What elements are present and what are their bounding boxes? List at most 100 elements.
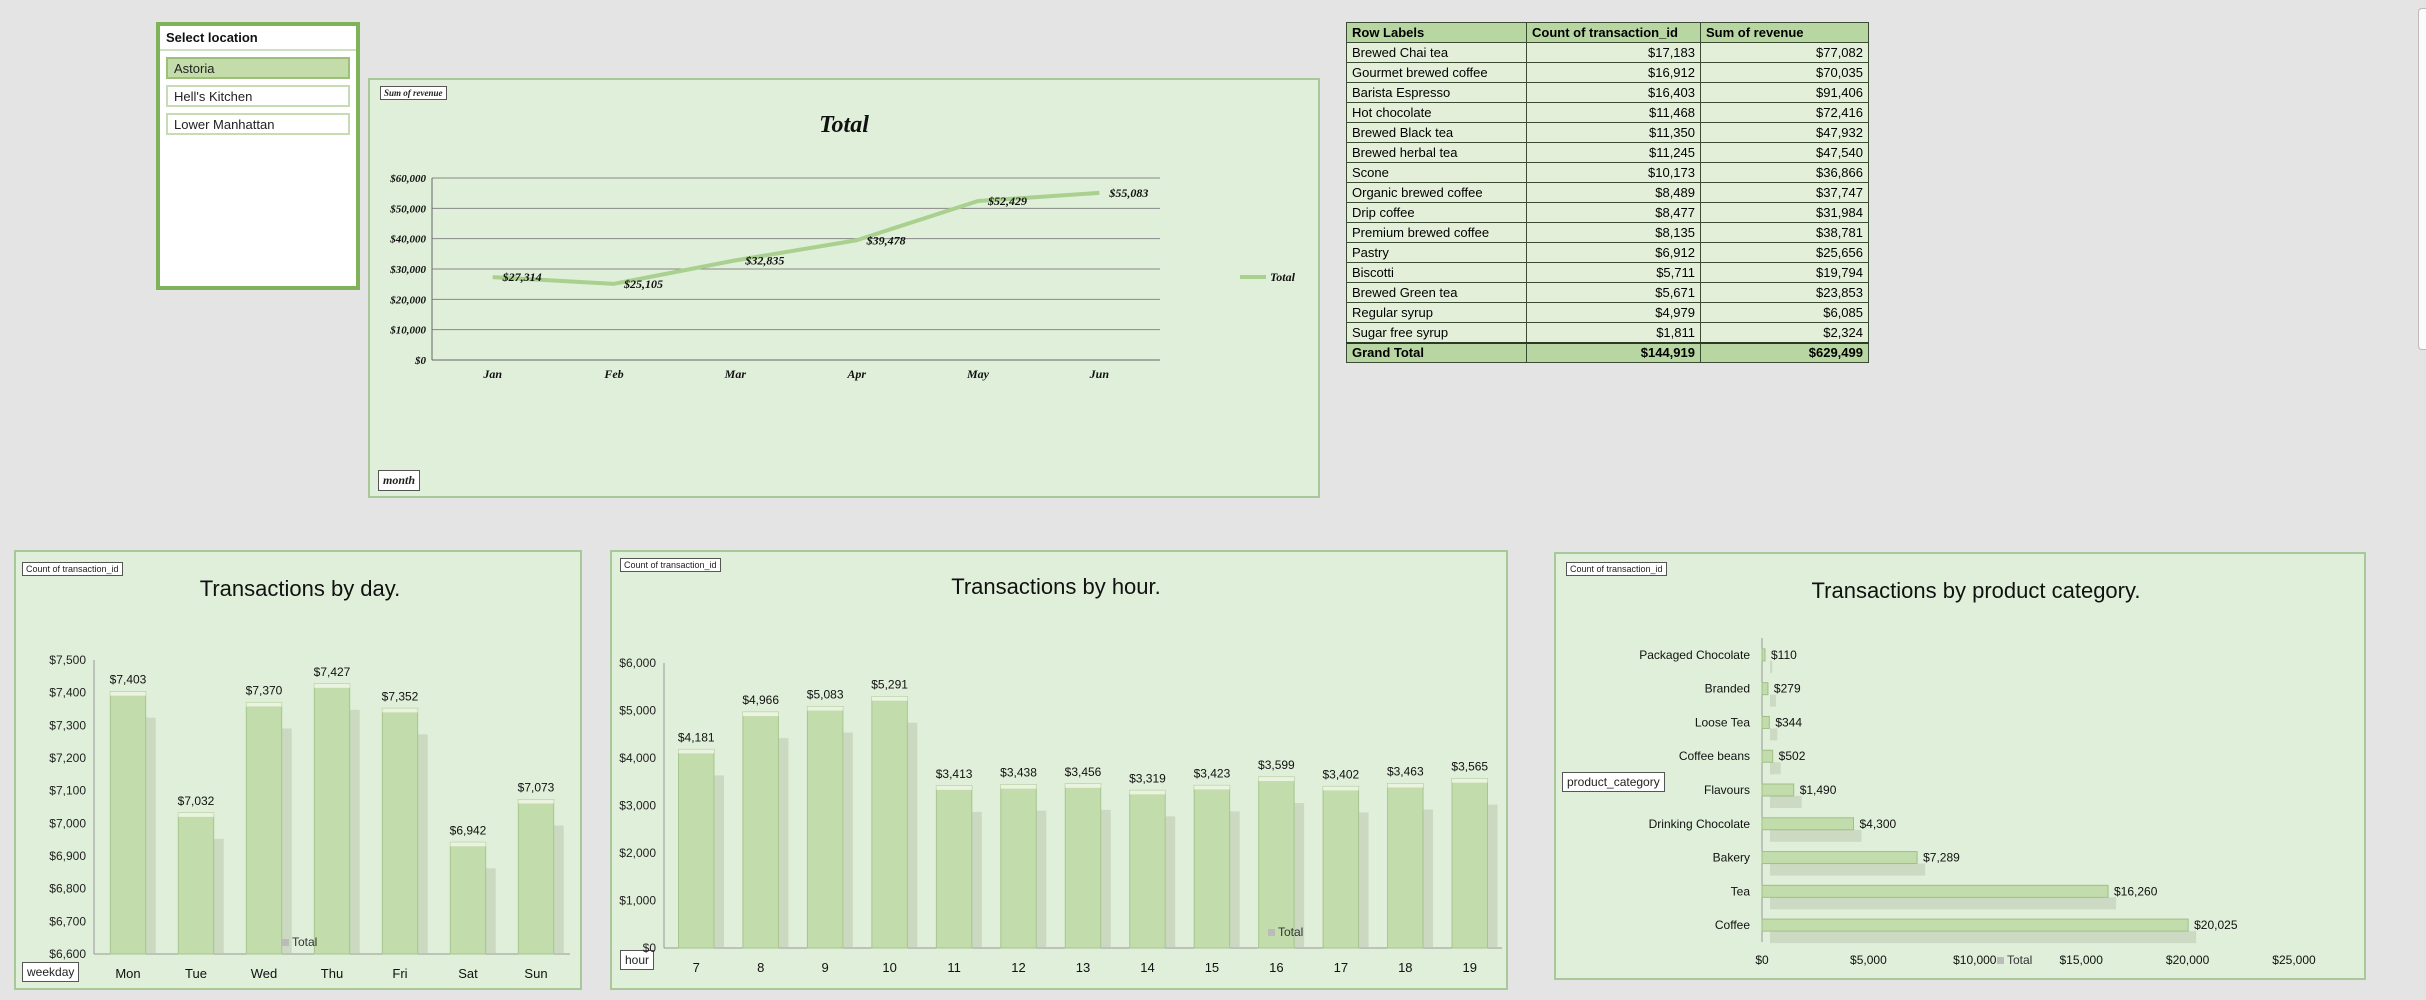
pivot-row[interactable]: Brewed herbal tea $11,245 $47,540 [1346, 142, 1869, 163]
y-tick-label: Tea [1731, 884, 1751, 898]
pivot-row[interactable]: Hot chocolate $11,468 $72,416 [1346, 102, 1869, 123]
bar [678, 748, 715, 949]
data-label: $3,565 [1451, 760, 1488, 774]
pivot-cell-revenue: $23,853 [1700, 282, 1869, 303]
bar [1258, 776, 1295, 949]
pivot-cell-revenue: $47,932 [1700, 122, 1869, 143]
bar-top-highlight [1000, 784, 1037, 789]
bar [1322, 785, 1360, 949]
bar-top-highlight [518, 799, 554, 804]
pivot-cell-label: Scone [1346, 162, 1527, 183]
pivot-row[interactable]: Regular syrup $4,979 $6,085 [1346, 302, 1869, 323]
data-label: $55,083 [1108, 186, 1148, 200]
y-tick-label: $3,000 [619, 799, 656, 813]
data-label: $39,478 [866, 233, 906, 247]
x-tick-label: 14 [1140, 960, 1154, 975]
data-label: $20,025 [2194, 918, 2238, 932]
revenue-line-chart-panel[interactable]: Sum of revenue month Total $0 $10,000 $20,0… [368, 78, 1320, 498]
data-label: $3,402 [1322, 767, 1359, 781]
pivot-table: Row Labels Count of transaction_id Sum o… [1346, 22, 1869, 363]
x-tick-label: Tue [185, 966, 207, 981]
data-label: $27,314 [502, 270, 542, 284]
slicer-item-astoria[interactable]: Astoria [166, 57, 350, 79]
chart-title: Transactions by day. [200, 576, 401, 601]
bar-top-highlight [936, 785, 972, 790]
slicer-item-hells-kitchen[interactable]: Hell's Kitchen [166, 85, 350, 107]
pivot-cell-revenue: $38,781 [1700, 222, 1869, 243]
y-tick-label: Flavours [1704, 783, 1750, 797]
x-tick-label: Jan [482, 367, 502, 381]
y-tick-label: $0 [414, 355, 427, 367]
legend-swatch-total [1997, 957, 2004, 964]
transactions-by-day-panel[interactable]: Count of transaction_id weekday Transact… [14, 550, 582, 990]
pivot-row[interactable]: Pastry $6,912 $25,656 [1346, 242, 1869, 263]
chart-title: Total [819, 112, 869, 138]
pivot-cell-label: Brewed Black tea [1346, 122, 1527, 143]
x-tick-label: Jun [1089, 367, 1110, 381]
pivot-row[interactable]: Brewed Green tea $5,671 $23,853 [1346, 282, 1869, 303]
pivot-cell-count: $1,811 [1526, 322, 1701, 343]
field-button-product-category[interactable]: product_category [1562, 772, 1665, 792]
series-line-total [492, 190, 1100, 286]
bar-shadow [1770, 897, 2117, 910]
x-tick-label: 9 [822, 960, 829, 975]
x-tick-label: Sun [524, 966, 547, 981]
bar-shadow [1770, 863, 1926, 876]
transactions-by-hour-panel[interactable]: Count of transaction_id hour Transaction… [610, 550, 1508, 990]
pivot-row[interactable]: Organic brewed coffee $8,489 $37,747 [1346, 182, 1869, 203]
legend-swatch-total [282, 939, 289, 946]
field-button-hour[interactable]: hour [620, 950, 655, 970]
slicer-item-lower-manhattan[interactable]: Lower Manhattan [166, 113, 350, 135]
scrollbar[interactable] [2418, 8, 2426, 350]
field-button-sum-of-revenue[interactable]: Sum of revenue [380, 86, 447, 100]
pivot-row[interactable]: Sugar free syrup $1,811 $2,324 [1346, 322, 1869, 343]
bar [1761, 851, 1918, 865]
bar [1761, 783, 1795, 797]
data-label: $1,490 [1800, 783, 1837, 797]
pivot-row[interactable]: Biscotti $5,711 $19,794 [1346, 262, 1869, 283]
slicer-title: Select location [160, 26, 356, 51]
x-tick-label: Mon [115, 966, 140, 981]
pivot-total-count: $144,919 [1526, 341, 1701, 363]
pivot-row[interactable]: Barista Espresso $16,403 $91,406 [1346, 82, 1869, 103]
bar [517, 798, 555, 955]
pivot-row[interactable]: Drip coffee $8,477 $31,984 [1346, 202, 1869, 223]
x-tick-label: Thu [321, 966, 343, 981]
pivot-row[interactable]: Premium brewed coffee $8,135 $38,781 [1346, 222, 1869, 243]
y-tick-label: $6,900 [49, 849, 86, 863]
pivot-row[interactable]: Gourmet brewed coffee $16,912 $70,035 [1346, 62, 1869, 83]
bar-top-highlight [246, 702, 282, 707]
pivot-cell-count: $5,711 [1526, 262, 1701, 283]
data-label: $5,083 [807, 688, 844, 702]
pivot-cell-label: Gourmet brewed coffee [1346, 62, 1527, 83]
pivot-header-row-labels[interactable]: Row Labels [1346, 22, 1527, 43]
pivot-row[interactable]: Brewed Chai tea $17,183 $77,082 [1346, 42, 1869, 63]
field-button-count[interactable]: Count of transaction_id [22, 562, 123, 576]
bar-top-highlight [871, 696, 908, 701]
bar-top-highlight [382, 708, 418, 713]
field-button-weekday[interactable]: weekday [22, 962, 80, 982]
bar-top-highlight [110, 691, 146, 696]
bar [109, 691, 147, 955]
pivot-cell-revenue: $37,747 [1700, 182, 1869, 203]
pivot-cell-label: Biscotti [1346, 262, 1527, 283]
bar-top-highlight [1258, 777, 1295, 782]
field-button-month[interactable]: month [378, 470, 421, 491]
pivot-row[interactable]: Brewed Black tea $11,350 $47,932 [1346, 122, 1869, 143]
field-button-count[interactable]: Count of transaction_id [620, 558, 721, 572]
pivot-cell-revenue: $19,794 [1700, 262, 1869, 283]
x-tick-label: Wed [251, 966, 278, 981]
pivot-row[interactable]: Scone $10,173 $36,866 [1346, 162, 1869, 183]
data-label: $52,429 [987, 194, 1027, 208]
bar [1761, 817, 1855, 831]
bar [1193, 784, 1231, 949]
pivot-cell-revenue: $77,082 [1700, 42, 1869, 63]
legend-label-total: Total [1278, 925, 1303, 939]
pivot-header-count: Count of transaction_id [1526, 22, 1701, 43]
bar [742, 711, 779, 949]
field-button-count[interactable]: Count of transaction_id [1566, 562, 1667, 576]
x-tick-label: $25,000 [2272, 953, 2316, 967]
transactions-by-category-panel[interactable]: Count of transaction_id product_category… [1554, 552, 2366, 980]
y-tick-label: $7,500 [49, 653, 86, 667]
pivot-cell-label: Barista Espresso [1346, 82, 1527, 103]
